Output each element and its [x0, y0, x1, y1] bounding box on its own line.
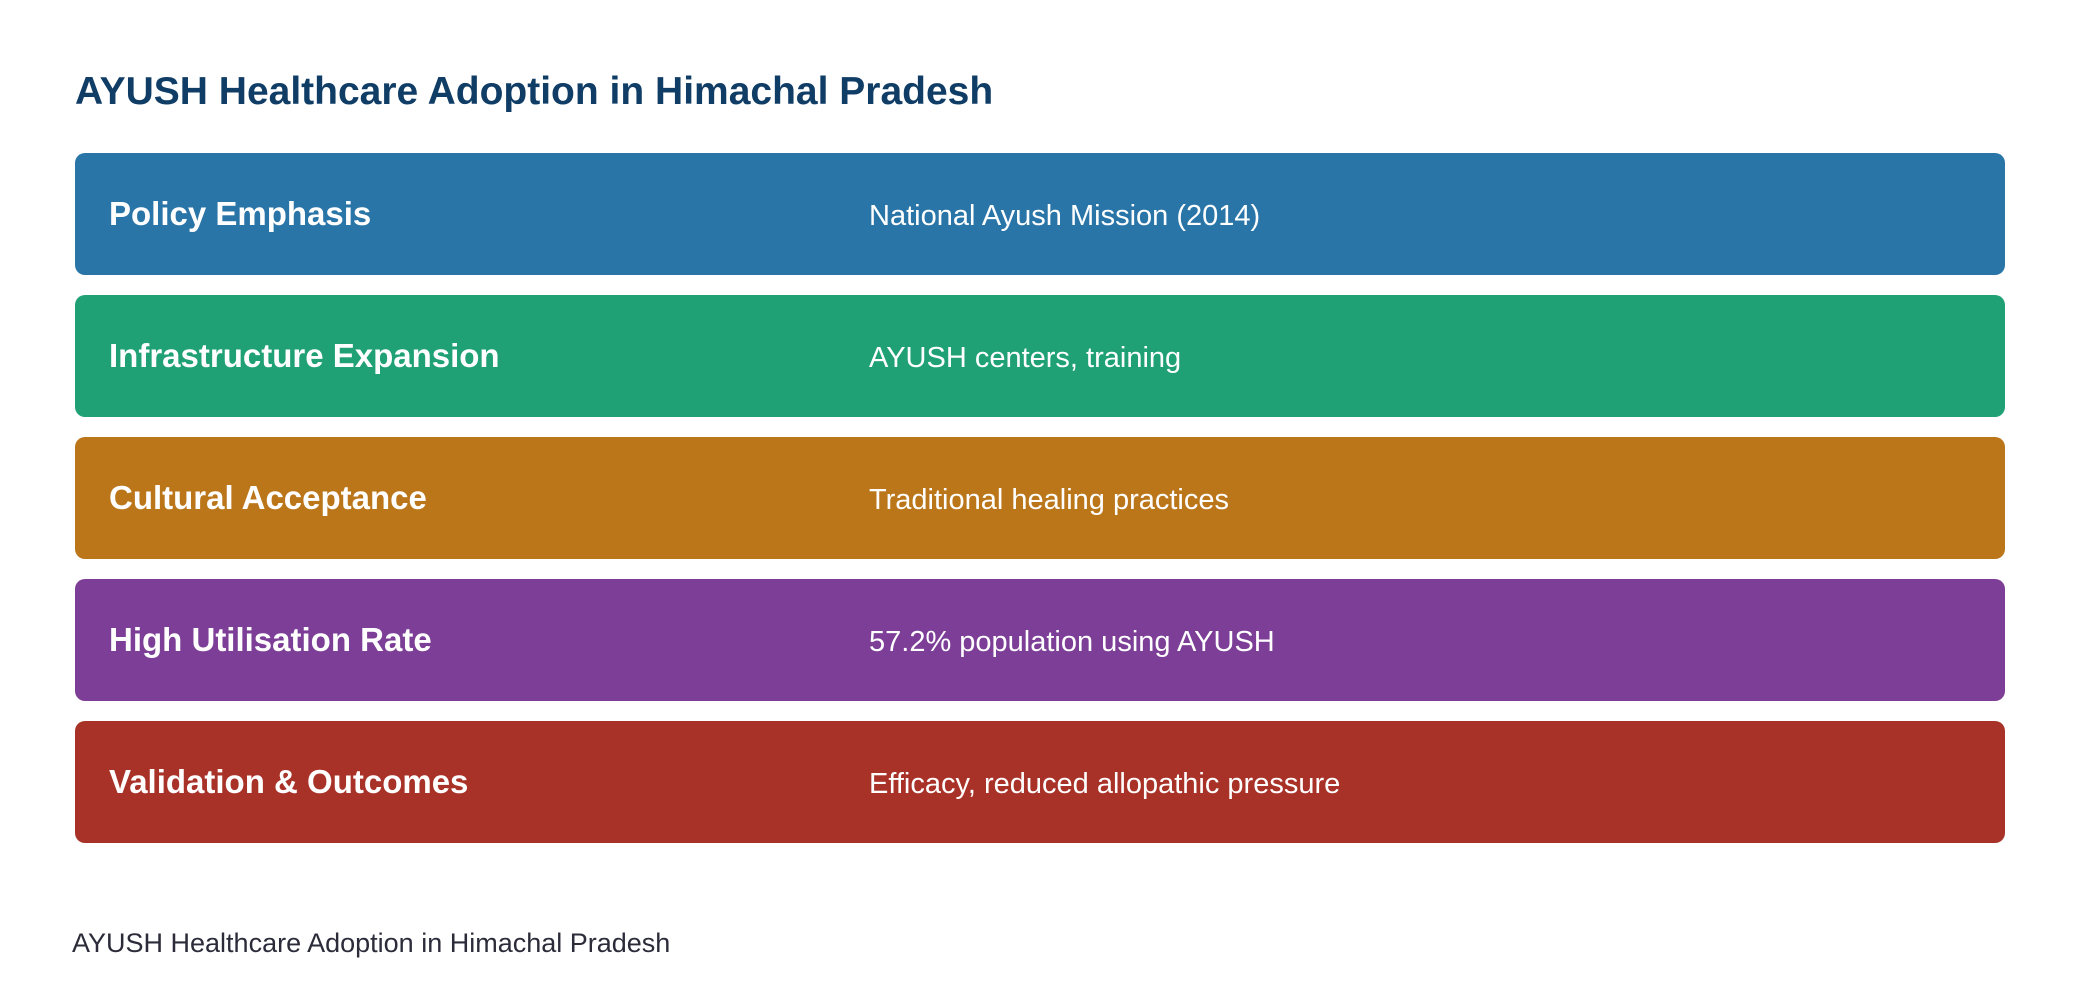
factor-label: High Utilisation Rate: [109, 621, 432, 658]
factor-row-cultural-acceptance: Cultural Acceptance Traditional healing …: [75, 437, 2005, 559]
factor-label: Policy Emphasis: [109, 195, 372, 232]
factor-detail: 57.2% population using AYUSH: [869, 626, 1275, 658]
factor-detail: Traditional healing practices: [869, 484, 1230, 516]
factor-row-infrastructure-expansion: Infrastructure Expansion AYUSH centers, …: [75, 295, 2005, 417]
factor-label: Cultural Acceptance: [109, 479, 427, 516]
adoption-factor-list: Policy Emphasis National Ayush Mission (…: [75, 153, 2005, 863]
factor-row-validation-outcomes: Validation & Outcomes Efficacy, reduced …: [75, 721, 2005, 843]
diagram-caption: AYUSH Healthcare Adoption in Himachal Pr…: [72, 928, 671, 958]
factor-row-high-utilisation-rate: High Utilisation Rate 57.2% population u…: [75, 579, 2005, 701]
factor-row-policy-emphasis: Policy Emphasis National Ayush Mission (…: [75, 153, 2005, 275]
factor-label: Validation & Outcomes: [109, 763, 469, 800]
factor-detail: AYUSH centers, training: [869, 342, 1182, 374]
factor-label: Infrastructure Expansion: [109, 337, 500, 374]
factor-detail: National Ayush Mission (2014): [869, 200, 1261, 232]
diagram-title: AYUSH Healthcare Adoption in Himachal Pr…: [75, 70, 994, 113]
factor-detail: Efficacy, reduced allopathic pressure: [869, 768, 1341, 800]
